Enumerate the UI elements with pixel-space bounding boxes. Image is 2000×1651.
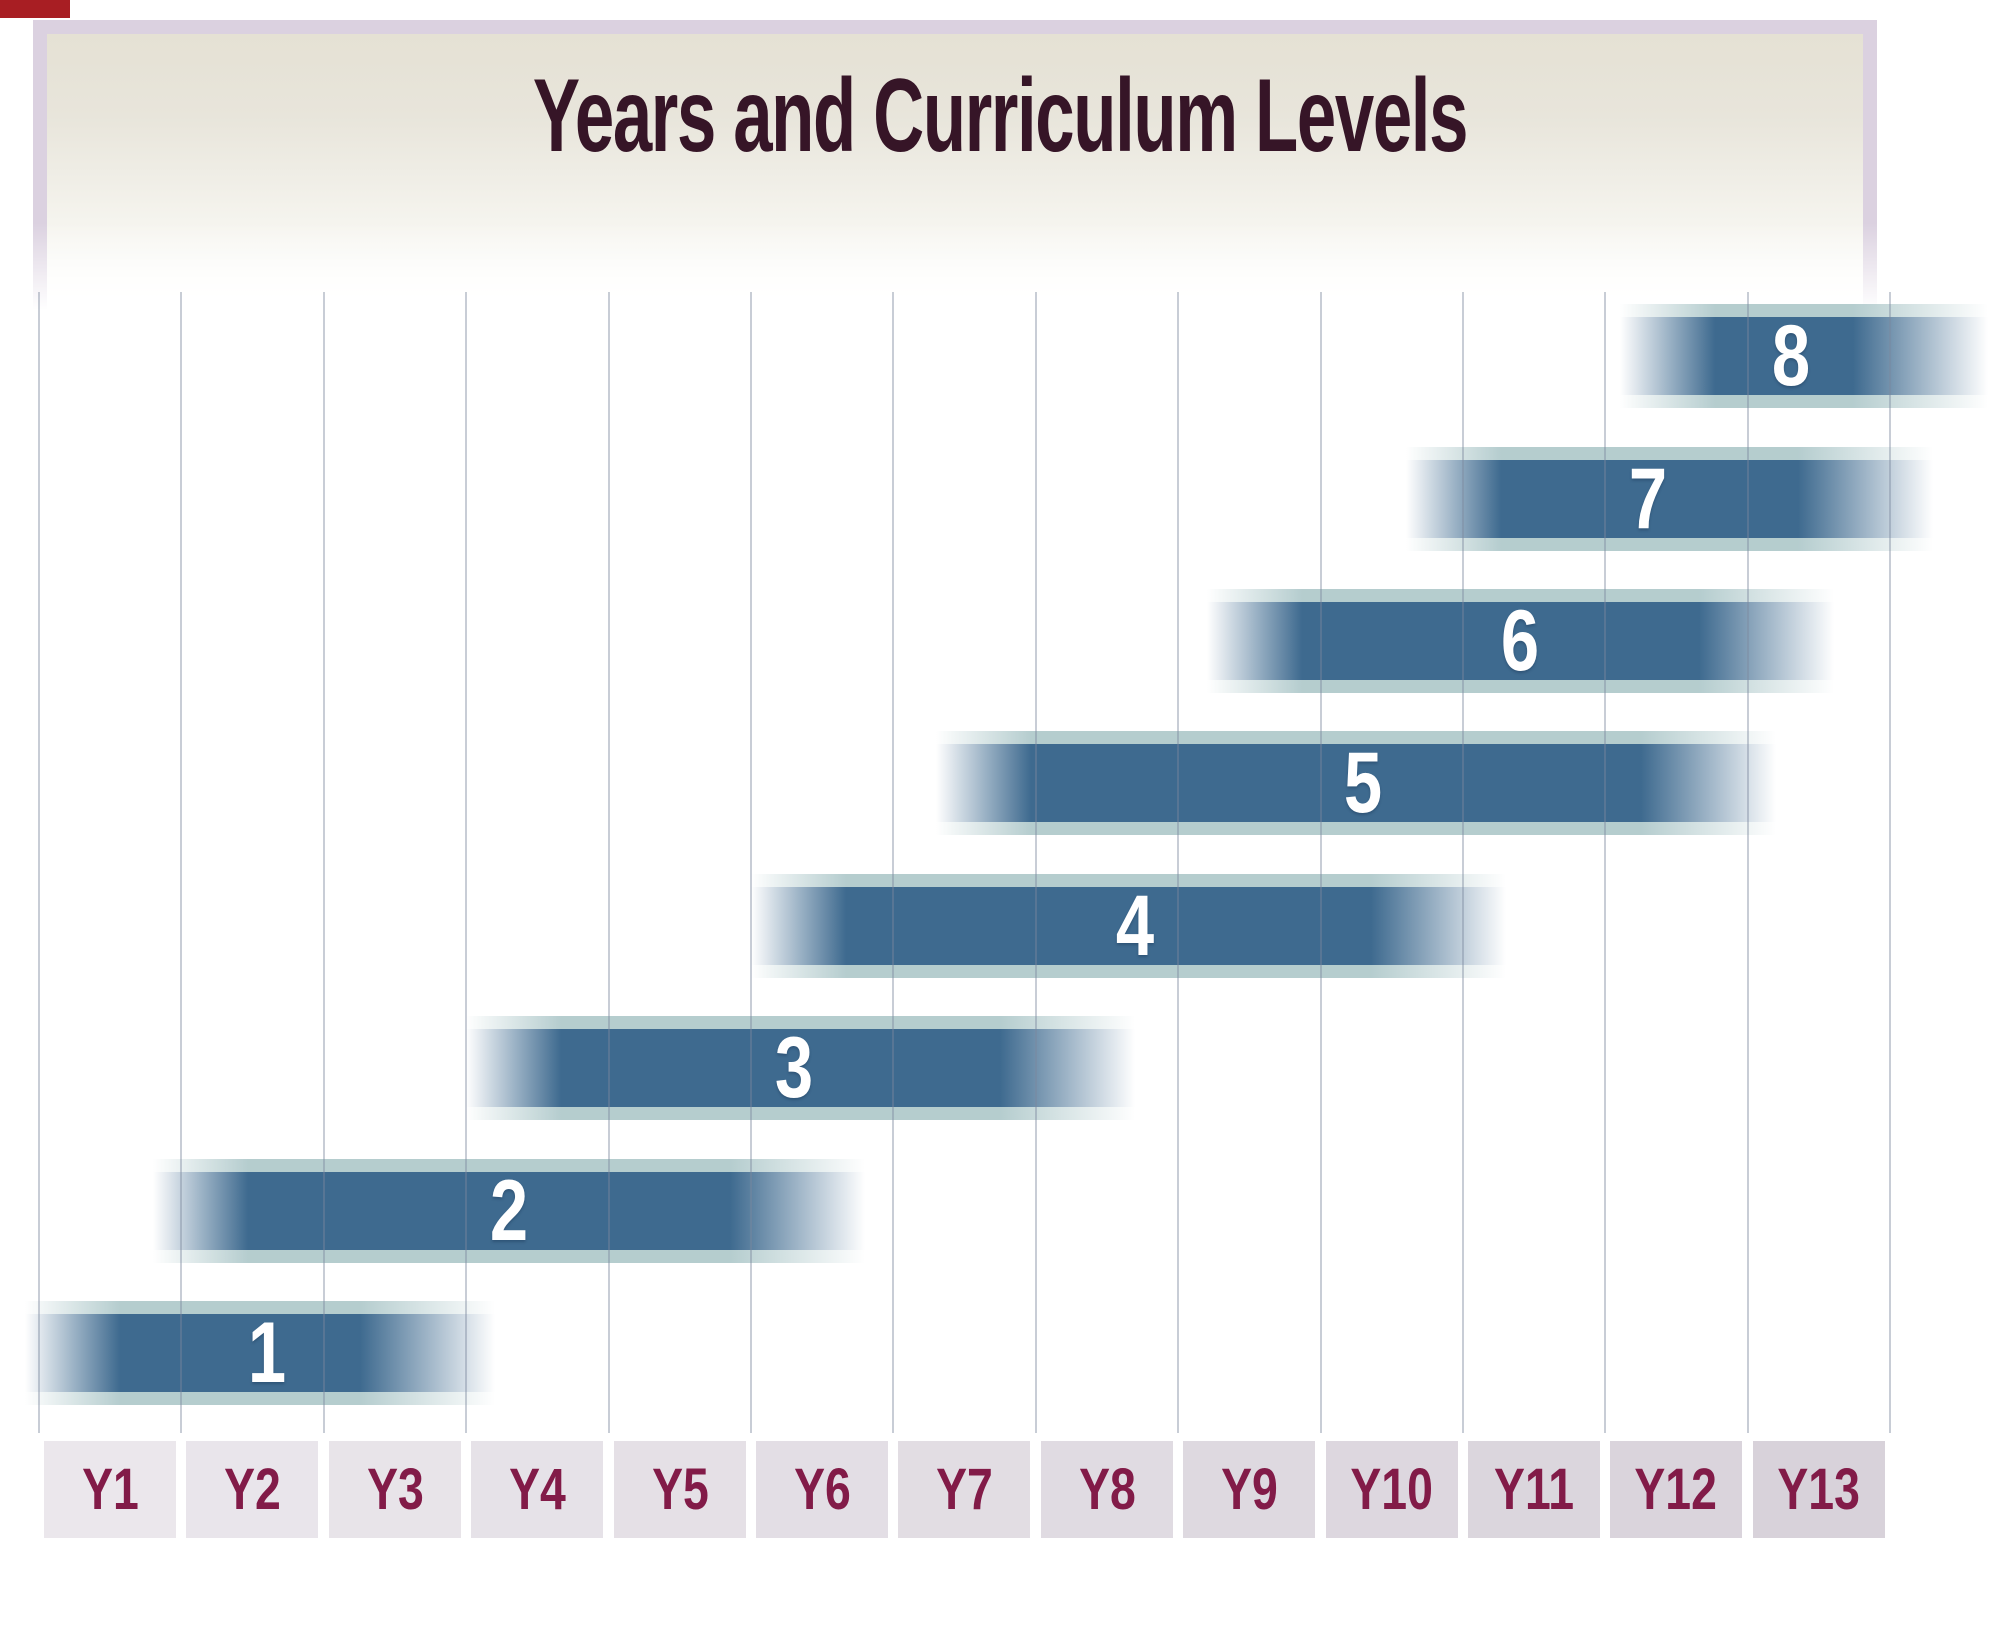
level-8-number-label: 8 bbox=[1771, 308, 1811, 404]
level-7-bar: 7 bbox=[1406, 447, 1933, 551]
level-6-number-label: 6 bbox=[1500, 593, 1540, 689]
gridline bbox=[1319, 292, 1322, 1433]
level-5-bar: 5 bbox=[936, 731, 1776, 835]
gridline bbox=[1462, 292, 1464, 1433]
gridline bbox=[1746, 292, 1749, 1433]
year-label-text: Y4 bbox=[508, 1456, 566, 1522]
bar-core bbox=[1406, 460, 1933, 538]
scan-artifact-mark bbox=[0, 0, 70, 18]
level-1-bar: 1 bbox=[25, 1301, 495, 1405]
bar-core bbox=[751, 887, 1506, 965]
gridline bbox=[38, 292, 40, 1433]
year-label-box-y6: Y6 bbox=[756, 1441, 888, 1538]
year-label-text: Y11 bbox=[1494, 1456, 1574, 1522]
bar-core bbox=[936, 744, 1776, 822]
year-label-text: Y12 bbox=[1634, 1456, 1718, 1522]
year-label-box-y10: Y10 bbox=[1326, 1441, 1458, 1538]
bar-core bbox=[1620, 317, 1988, 395]
bar-core bbox=[153, 1172, 865, 1250]
bar-soft-edge-bottom bbox=[751, 965, 1506, 978]
level-7-number-label: 7 bbox=[1628, 451, 1668, 547]
bar-soft-edge-bottom bbox=[25, 1392, 495, 1405]
year-label-box-y2: Y2 bbox=[186, 1441, 318, 1538]
bar-core bbox=[25, 1314, 495, 1392]
year-label-text: Y2 bbox=[223, 1456, 281, 1522]
gridline bbox=[1889, 292, 1892, 1433]
gridline bbox=[750, 292, 752, 1433]
gridline bbox=[1177, 292, 1180, 1433]
bar-soft-edge-bottom bbox=[153, 1250, 865, 1263]
bar-soft-edge-top bbox=[153, 1159, 865, 1172]
level-3-number-label: 3 bbox=[774, 1020, 814, 1116]
year-label-text: Y5 bbox=[651, 1456, 709, 1522]
year-label-text: Y8 bbox=[1078, 1456, 1136, 1522]
bar-soft-edge-bottom bbox=[936, 822, 1776, 835]
bar-soft-edge-bottom bbox=[466, 1107, 1135, 1120]
bar-soft-edge-top bbox=[25, 1301, 495, 1314]
level-3-bar: 3 bbox=[466, 1016, 1135, 1120]
bar-soft-edge-top bbox=[466, 1016, 1135, 1029]
year-label-box-y9: Y9 bbox=[1183, 1441, 1315, 1538]
gridline bbox=[1034, 292, 1037, 1433]
bar-soft-edge-top bbox=[1207, 589, 1834, 602]
year-label-box-y4: Y4 bbox=[471, 1441, 603, 1538]
year-label-box-y12: Y12 bbox=[1610, 1441, 1742, 1538]
gridline bbox=[465, 292, 468, 1433]
bar-soft-edge-top bbox=[1406, 447, 1933, 460]
year-label-box-y11: Y11 bbox=[1468, 1441, 1600, 1538]
level-4-bar: 4 bbox=[751, 874, 1506, 978]
level-2-number-label: 2 bbox=[489, 1163, 529, 1259]
bar-soft-edge-bottom bbox=[1406, 538, 1933, 551]
gridline bbox=[322, 292, 325, 1433]
gridline bbox=[1604, 292, 1607, 1433]
level-6-bar: 6 bbox=[1207, 589, 1834, 693]
bar-soft-edge-top bbox=[751, 874, 1506, 887]
year-label-text: Y6 bbox=[793, 1456, 851, 1522]
gridline bbox=[180, 292, 183, 1433]
year-label-box-y5: Y5 bbox=[614, 1441, 746, 1538]
level-8-bar: 8 bbox=[1620, 304, 1988, 408]
level-2-bar: 2 bbox=[153, 1159, 865, 1263]
level-5-number-label: 5 bbox=[1343, 735, 1383, 831]
year-label-text: Y7 bbox=[935, 1456, 993, 1522]
gridline bbox=[607, 292, 610, 1433]
bar-core bbox=[466, 1029, 1135, 1107]
year-label-box-y8: Y8 bbox=[1041, 1441, 1173, 1538]
year-label-box-y3: Y3 bbox=[329, 1441, 461, 1538]
level-4-number-label: 4 bbox=[1115, 878, 1155, 974]
bar-soft-edge-top bbox=[936, 731, 1776, 744]
year-label-text: Y10 bbox=[1350, 1456, 1434, 1522]
year-label-box-y13: Y13 bbox=[1753, 1441, 1885, 1538]
chart-title: Years and Curriculum Levels bbox=[532, 58, 1468, 174]
bar-soft-edge-top bbox=[1620, 304, 1988, 317]
year-label-text: Y3 bbox=[366, 1456, 424, 1522]
year-label-text: Y13 bbox=[1777, 1456, 1861, 1522]
bar-soft-edge-bottom bbox=[1620, 395, 1988, 408]
year-label-text: Y1 bbox=[81, 1456, 139, 1522]
year-label-box-y7: Y7 bbox=[898, 1441, 1030, 1538]
bar-soft-edge-bottom bbox=[1207, 680, 1834, 693]
chart-header bbox=[33, 20, 1877, 310]
year-label-box-y1: Y1 bbox=[44, 1441, 176, 1538]
level-1-number-label: 1 bbox=[247, 1305, 287, 1401]
gridline bbox=[892, 292, 895, 1433]
bar-core bbox=[1207, 602, 1834, 680]
year-label-text: Y9 bbox=[1220, 1456, 1278, 1522]
